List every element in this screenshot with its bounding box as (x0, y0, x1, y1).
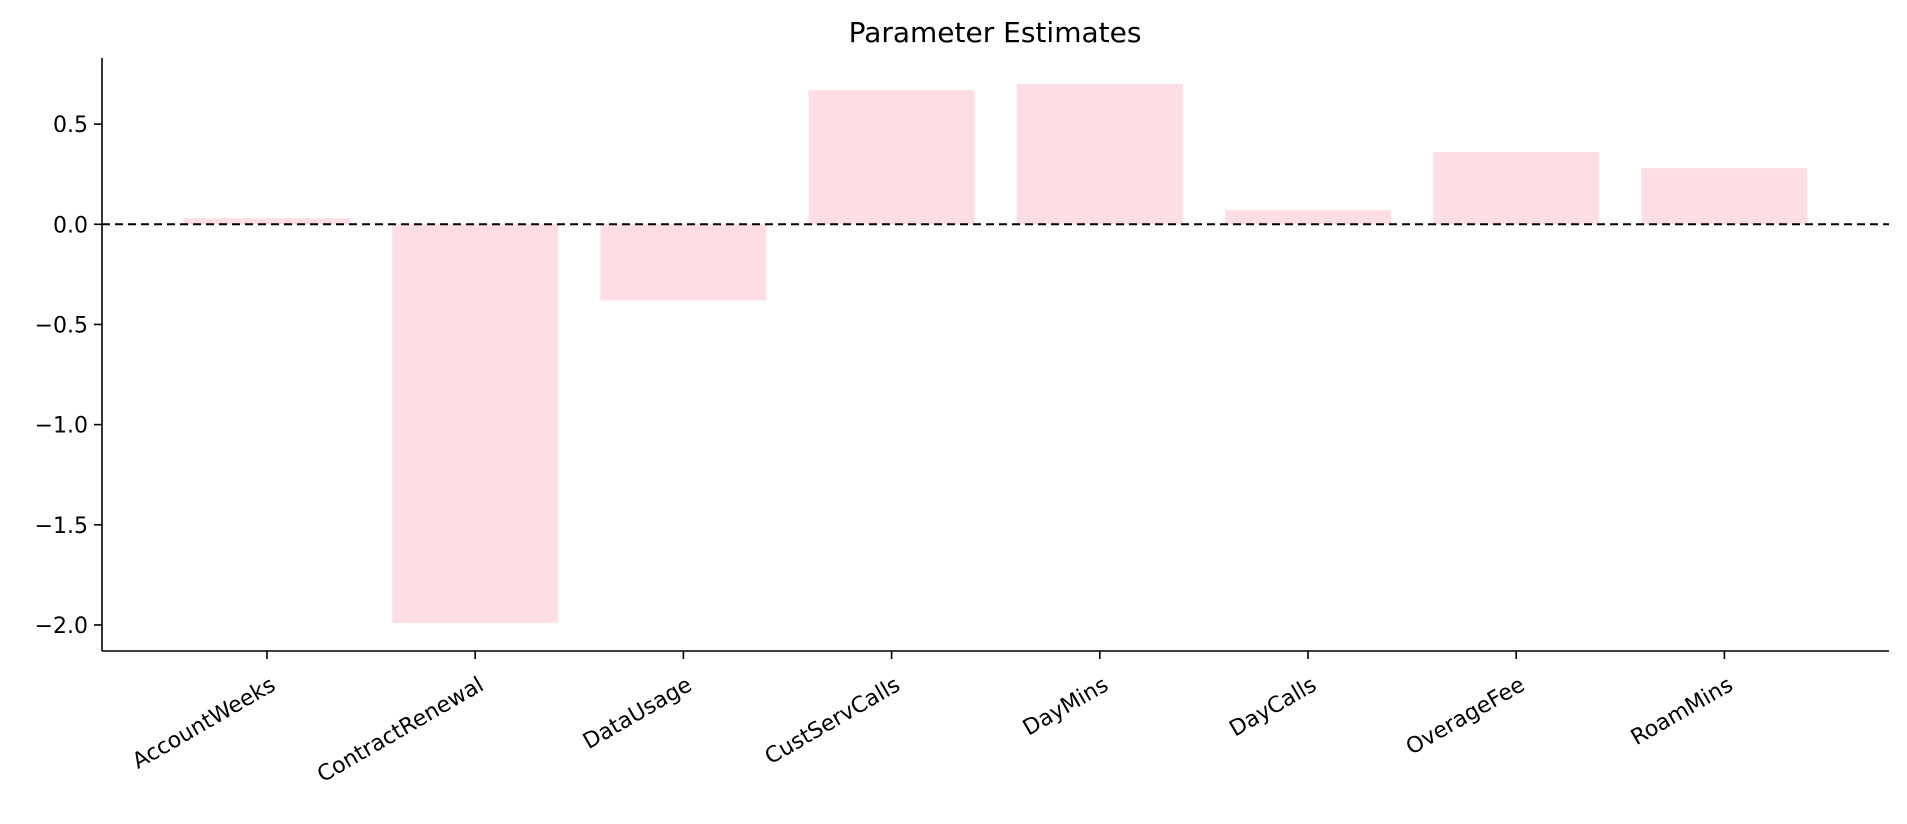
x-tick-label-custservcalls: CustServCalls (761, 673, 905, 770)
y-tick-label: −2.0 (35, 614, 88, 639)
x-axis: AccountWeeks ContractRenewal DataUsage Cust… (128, 651, 1737, 788)
chart-title: Parameter Estimates (849, 16, 1142, 49)
bars-group (184, 84, 1808, 623)
x-tick-label-daymins: DayMins (1019, 673, 1113, 742)
x-tick-label-accountweeks: AccountWeeks (128, 673, 280, 775)
y-tick-label: 0.0 (53, 213, 88, 238)
x-tick-label-datausage: DataUsage (579, 673, 696, 755)
bar-accountweeks (184, 218, 350, 225)
bar-daymins (1016, 84, 1183, 225)
y-tick-label: −1.5 (35, 514, 88, 539)
bar-overagefee (1433, 152, 1600, 225)
x-tick-label-daycalls: DayCalls (1225, 673, 1321, 743)
y-tick-label: −1.0 (35, 414, 88, 439)
bar-custservcalls (808, 90, 975, 225)
y-tick-label: −0.5 (35, 313, 88, 338)
x-tick-label-overagefee: OverageFee (1402, 673, 1529, 761)
y-axis: 0.5 0.0 −0.5 −1.0 −1.5 −2.0 (35, 113, 102, 639)
x-tick-label-roammins: RoamMins (1627, 673, 1738, 751)
y-tick-label: 0.5 (53, 113, 88, 138)
bar-daycalls (1225, 210, 1391, 225)
bar-datausage (600, 224, 767, 301)
bar-roammins (1641, 168, 1808, 225)
bar-contractrenewal (392, 224, 559, 623)
x-tick-label-contractrenewal: ContractRenewal (313, 673, 488, 788)
